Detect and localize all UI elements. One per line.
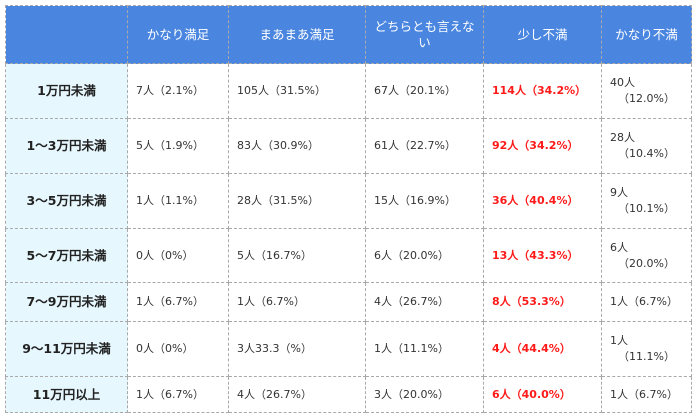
cell-slightly-dissatisfied: 8人（53.3%） <box>483 282 602 322</box>
count: 6人 <box>610 240 628 254</box>
cell-very-satisfied: 1人（6.7%） <box>127 376 229 413</box>
cell-somewhat-satisfied: 105人（31.5%） <box>228 63 366 119</box>
header-very-dissatisfied: かなり不満 <box>601 5 692 64</box>
cell-neutral: 61人（22.7%） <box>365 118 484 174</box>
header-neutral: どちらとも言えない <box>365 5 484 64</box>
count: 1人 <box>610 334 628 347</box>
cell-very-dissatisfied: 6人 （20.0%） <box>601 228 692 283</box>
cell-neutral: 1人（11.1%） <box>365 321 484 377</box>
header-row: かなり満足 まあまあ満足 どちらとも言えない 少し不満 かなり不満 <box>5 5 692 64</box>
cell-slightly-dissatisfied: 114人（34.2%） <box>483 63 602 119</box>
table-row: 9〜11万円未満 0人（0%） 3人33.3（%） 1人 （11.1%） 4人（4… <box>5 321 692 377</box>
cell-very-satisfied: 1人（6.7%） <box>127 282 229 322</box>
cell-neutral: 3人（20.0%） <box>365 376 484 413</box>
table-row: 1万円未満 7人（2.1%） 105人（31.5%） 67人（20.1%） 11… <box>5 63 692 119</box>
cell-neutral: 6人（20.0%） <box>365 228 484 283</box>
row-label: 11万円以上 <box>5 376 128 413</box>
count: 9人 <box>610 186 628 199</box>
cell-very-dissatisfied: 1人（6.7%） <box>601 282 692 322</box>
header-very-satisfied: かなり満足 <box>127 5 229 64</box>
cell-slightly-dissatisfied: 6人（40.0%） <box>483 376 602 413</box>
percent: （20.0%） <box>618 256 675 270</box>
row-label: 3〜5万円未満 <box>5 173 128 229</box>
cell-very-satisfied: 0人（0%） <box>127 228 229 283</box>
cell-somewhat-satisfied: 83人（30.9%） <box>228 118 366 174</box>
table-row: 7〜9万円未満 1人（6.7%） 1人（6.7%） 4人（26.7%） 8人（5… <box>5 282 692 322</box>
cell-very-satisfied: 0人（0%） <box>127 321 229 377</box>
row-label: 1万円未満 <box>5 63 128 119</box>
percent: （10.4%） <box>618 147 675 160</box>
cell-neutral: 4人（26.7%） <box>365 282 484 322</box>
satisfaction-by-income-table: かなり満足 まあまあ満足 どちらとも言えない 少し不満 かなり不満 1万円未満 … <box>5 5 692 413</box>
cell-slightly-dissatisfied: 4人（44.4%） <box>483 321 602 377</box>
cell-somewhat-satisfied: 5人（16.7%） <box>228 228 366 283</box>
header-slightly-dissatisfied: 少し不満 <box>483 5 602 64</box>
row-label: 7〜9万円未満 <box>5 282 128 322</box>
cell-very-dissatisfied: 40人 （12.0%） <box>601 63 692 119</box>
cell-neutral: 15人（16.9%） <box>365 173 484 229</box>
cell-very-satisfied: 7人（2.1%） <box>127 63 229 119</box>
cell-slightly-dissatisfied: 13人（43.3%） <box>483 228 602 283</box>
row-label: 1〜3万円未満 <box>5 118 128 174</box>
cell-somewhat-satisfied: 4人（26.7%） <box>228 376 366 413</box>
cell-slightly-dissatisfied: 36人（40.4%） <box>483 173 602 229</box>
cell-very-satisfied: 5人（1.9%） <box>127 118 229 174</box>
cell-neutral: 67人（20.1%） <box>365 63 484 119</box>
row-label: 9〜11万円未満 <box>5 321 128 377</box>
header-somewhat-satisfied: まあまあ満足 <box>228 5 366 64</box>
count: 40人 <box>610 76 635 89</box>
table-row: 5〜7万円未満 0人（0%） 5人（16.7%） 6人 （20.0%） 13人（4… <box>5 228 692 283</box>
cell-somewhat-satisfied: 1人（6.7%） <box>228 282 366 322</box>
percent: （11.1%） <box>618 350 675 363</box>
cell-somewhat-satisfied: 3人33.3（%） <box>228 321 366 377</box>
percent: （12.0%） <box>618 92 675 105</box>
header-corner <box>5 5 128 64</box>
cell-very-dissatisfied: 1人（6.7%） <box>601 376 692 413</box>
row-label: 5〜7万円未満 <box>5 228 128 283</box>
count: 28人 <box>610 131 635 144</box>
cell-somewhat-satisfied: 28人（31.5%） <box>228 173 366 229</box>
cell-slightly-dissatisfied: 92人（34.2%） <box>483 118 602 174</box>
cell-very-dissatisfied: 28人 （10.4%） <box>601 118 692 174</box>
table-row: 3〜5万円未満 1人（1.1%） 28人（31.5%） 15人（16.9%） 3… <box>5 173 692 229</box>
cell-very-dissatisfied: 1人 （11.1%） <box>601 321 692 377</box>
percent: （10.1%） <box>618 202 675 215</box>
table-row: 11万円以上 1人（6.7%） 4人（26.7%） 3人（20.0%） 6人（4… <box>5 376 692 413</box>
cell-very-dissatisfied: 9人 （10.1%） <box>601 173 692 229</box>
cell-very-satisfied: 1人（1.1%） <box>127 173 229 229</box>
table-row: 1〜3万円未満 5人（1.9%） 83人（30.9%） 61人（22.7%） 9… <box>5 118 692 174</box>
